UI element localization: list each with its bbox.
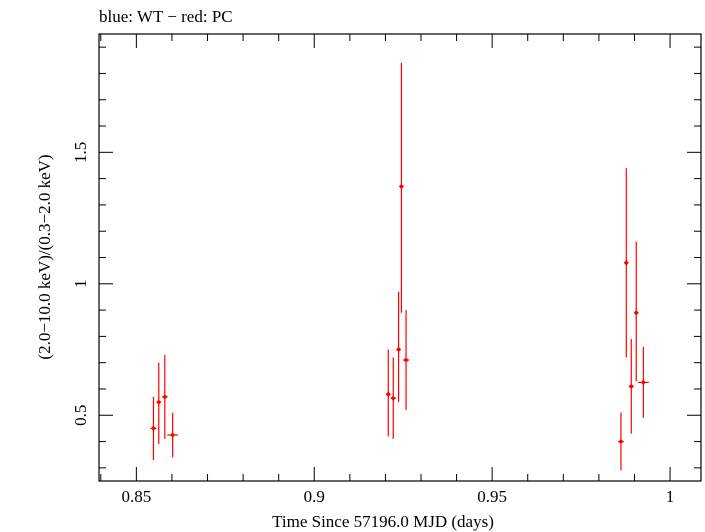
data-point: [633, 241, 639, 382]
y-axis: 0.5 1 1.5: [71, 46, 701, 469]
chart-title: blue: WT − red: PC: [99, 7, 233, 26]
data-point: [385, 349, 391, 437]
y-tick-label: 1: [71, 280, 90, 289]
point-marker: [170, 432, 176, 438]
point-marker: [403, 357, 409, 363]
data-point: [395, 291, 402, 403]
y-axis-label: (2.0−10.0 keV)/(0.3−2.0 keV): [35, 154, 54, 359]
data-point: [638, 346, 649, 418]
data-point: [390, 357, 396, 439]
point-marker: [156, 399, 162, 405]
data-point: [618, 412, 624, 471]
x-tick-label: 1: [666, 487, 675, 506]
plot-frame: [98, 33, 702, 482]
point-marker: [398, 183, 405, 190]
y-tick-label: 0.5: [71, 405, 90, 426]
point-marker: [628, 383, 634, 389]
point-marker: [623, 260, 629, 266]
data-point: [628, 339, 634, 434]
point-marker: [640, 379, 646, 385]
point-marker: [395, 346, 402, 353]
point-marker: [162, 394, 168, 400]
point-marker: [390, 395, 396, 401]
data-point: [623, 168, 629, 358]
x-axis: 0.85 0.9 0.95 1: [100, 34, 675, 506]
data-point: [398, 62, 405, 313]
data-point: [156, 362, 162, 445]
point-marker: [618, 438, 624, 445]
data-point: [161, 354, 168, 439]
x-tick-label: 0.85: [121, 487, 151, 506]
y-tick-label: 1.5: [71, 142, 90, 163]
x-axis-label: Time Since 57196.0 MJD (days): [272, 512, 494, 531]
point-marker: [150, 425, 157, 432]
x-tick-label: 0.95: [477, 487, 507, 506]
point-marker: [633, 310, 639, 316]
data-point: [402, 310, 410, 411]
x-tick-label: 0.9: [304, 487, 325, 506]
data-point: [150, 396, 157, 460]
point-marker: [385, 391, 391, 397]
data-point: [167, 412, 178, 458]
pc-series: [150, 62, 649, 471]
